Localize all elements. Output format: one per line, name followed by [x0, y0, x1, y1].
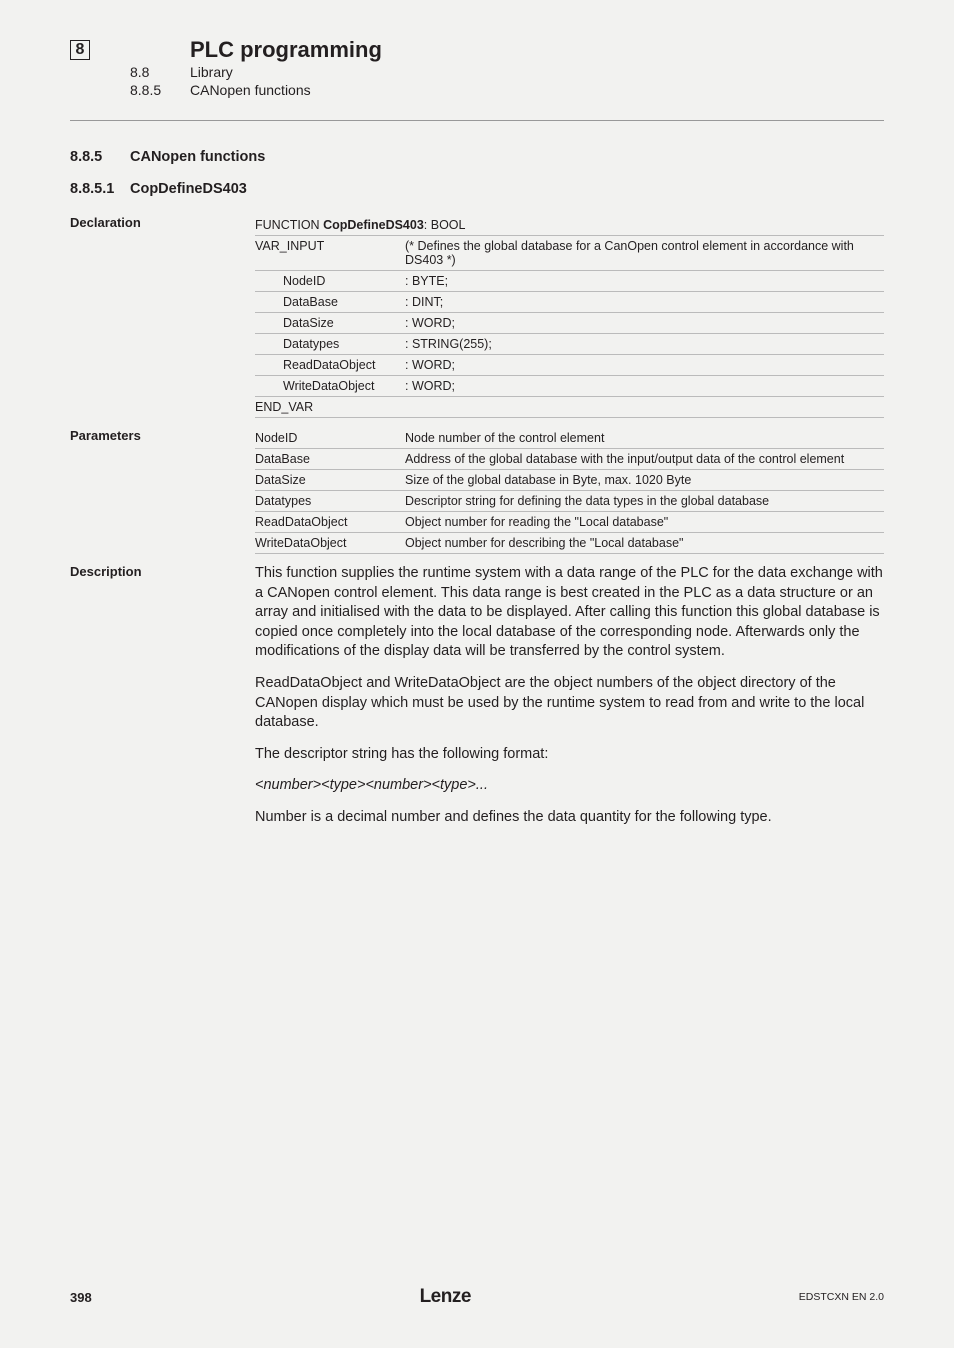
param-desc: Address of the global database with the …: [405, 449, 884, 470]
header-titles: PLC programming 8.8 Library 8.8.5 CANope…: [130, 38, 382, 98]
chapter-number: 8: [76, 41, 85, 59]
param-desc: Size of the global database in Byte, max…: [405, 470, 884, 491]
parameters-label: Parameters: [70, 428, 255, 554]
decl-param-name: DataSize: [255, 313, 405, 334]
decl-param-type: : BYTE;: [405, 271, 884, 292]
decl-param-name: WriteDataObject: [255, 376, 405, 397]
section-title: Library: [190, 64, 233, 80]
var-input-keyword: VAR_INPUT: [255, 236, 405, 271]
param-desc: Object number for reading the "Local dat…: [405, 512, 884, 533]
heading-title: CANopen functions: [130, 149, 265, 165]
subheading-title: CopDefineDS403: [130, 181, 247, 197]
document-id: EDSTCXN EN 2.0: [799, 1291, 884, 1303]
function-signature: FUNCTION CopDefineDS403: BOOL: [255, 215, 884, 236]
header-divider: [70, 120, 884, 121]
chapter-number-box: 8: [70, 40, 90, 60]
param-name: ReadDataObject: [255, 512, 405, 533]
parameters-table: NodeIDNode number of the control element…: [255, 428, 884, 554]
decl-param-name: NodeID: [255, 271, 405, 292]
page-footer: 398 Lenze EDSTCXN EN 2.0: [70, 1286, 884, 1308]
decl-param-type: : STRING(255);: [405, 334, 884, 355]
function-name: CopDefineDS403: [323, 218, 424, 232]
brand-logo: Lenze: [420, 1286, 471, 1308]
param-name: WriteDataObject: [255, 533, 405, 554]
description-label: Description: [70, 564, 255, 839]
decl-param-name: DataBase: [255, 292, 405, 313]
decl-param-name: Datatypes: [255, 334, 405, 355]
heading-num: 8.8.5: [70, 149, 130, 165]
param-desc: Node number of the control element: [405, 428, 884, 449]
section-number: 8.8: [130, 64, 190, 80]
declaration-table: FUNCTION CopDefineDS403: BOOL VAR_INPUT …: [255, 215, 884, 418]
page-number: 398: [70, 1290, 92, 1305]
decl-param-name: ReadDataObject: [255, 355, 405, 376]
description-format: <number><type><number><type>...: [255, 776, 884, 796]
var-input-comment: (* Defines the global database for a Can…: [405, 236, 884, 271]
param-name: DataSize: [255, 470, 405, 491]
function-return: : BOOL: [424, 218, 466, 232]
page-header: 8 PLC programming 8.8 Library 8.8.5 CANo…: [0, 0, 954, 106]
decl-param-type: : WORD;: [405, 355, 884, 376]
param-desc: Object number for describing the "Local …: [405, 533, 884, 554]
param-name: NodeID: [255, 428, 405, 449]
description-block: Description This function supplies the r…: [70, 564, 884, 839]
description-paragraph: The descriptor string has the following …: [255, 745, 884, 765]
end-var-keyword: END_VAR: [255, 397, 884, 418]
decl-param-type: : DINT;: [405, 292, 884, 313]
chapter-title: PLC programming: [190, 38, 382, 62]
content-area: Declaration FUNCTION CopDefineDS403: BOO…: [70, 215, 884, 839]
function-keyword: FUNCTION: [255, 218, 323, 232]
declaration-block: Declaration FUNCTION CopDefineDS403: BOO…: [70, 215, 884, 418]
subsection-number: 8.8.5: [130, 82, 190, 98]
decl-param-type: : WORD;: [405, 376, 884, 397]
decl-param-type: : WORD;: [405, 313, 884, 334]
param-name: Datatypes: [255, 491, 405, 512]
subheading-num: 8.8.5.1: [70, 181, 130, 197]
subsection-title: CANopen functions: [190, 82, 311, 98]
description-paragraph: This function supplies the runtime syste…: [255, 564, 884, 662]
parameters-block: Parameters NodeIDNode number of the cont…: [70, 428, 884, 554]
section-heading: 8.8.5 CANopen functions: [70, 149, 954, 165]
declaration-label: Declaration: [70, 215, 255, 418]
description-paragraph: Number is a decimal number and defines t…: [255, 808, 884, 828]
param-desc: Descriptor string for defining the data …: [405, 491, 884, 512]
subsection-heading: 8.8.5.1 CopDefineDS403: [70, 181, 954, 197]
param-name: DataBase: [255, 449, 405, 470]
description-paragraph: ReadDataObject and WriteDataObject are t…: [255, 674, 884, 733]
